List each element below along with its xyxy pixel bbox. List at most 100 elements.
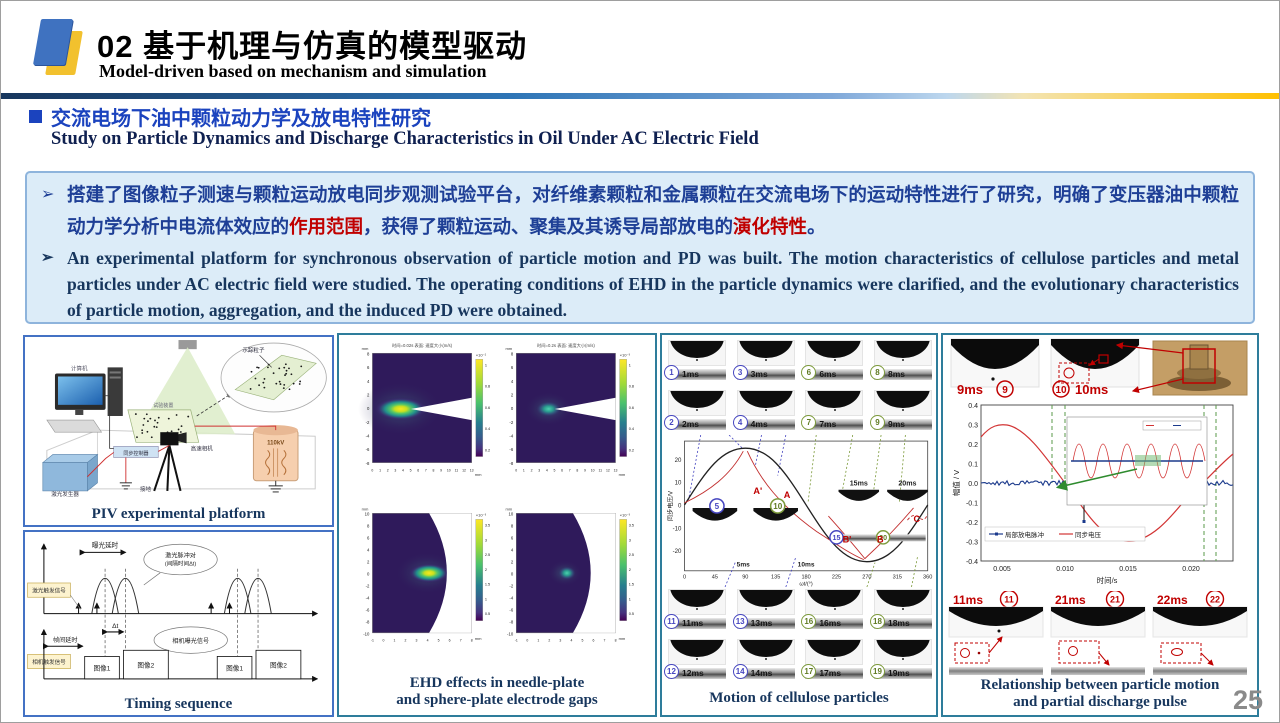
svg-text:局部放电脉冲: 局部放电脉冲 <box>1005 530 1045 539</box>
sphere-electrode-image <box>668 390 726 416</box>
axis-tick-label: 45 <box>712 574 718 580</box>
frame-number-badge: 16 <box>801 614 816 629</box>
axis-tick-label: -2 <box>509 583 513 588</box>
label-ground: 接地 <box>140 485 152 493</box>
axis-tick-label: 6 <box>417 468 419 472</box>
axis-tick-label: 1 <box>485 363 487 367</box>
svg-text:10: 10 <box>1055 385 1067 396</box>
frame-time-label: 13ms <box>751 618 773 629</box>
axis-tick-label: -10 <box>507 631 514 636</box>
page-subtitle: Model-driven based on mechanism and simu… <box>99 61 487 82</box>
caption-timing: Timing sequence <box>25 696 332 713</box>
transformer-icon <box>253 425 298 492</box>
particle-dot <box>834 658 836 660</box>
axis-tick-label: 0 <box>678 502 682 509</box>
axis-tick-label: 1 <box>523 468 525 472</box>
summary-bullet-zh: ➢ 搭建了图像粒子测速与颗粒运动放电同步观测试验平台，对纤维素颗粒和金属颗粒在交… <box>41 179 1239 243</box>
sphere-electrode-image <box>874 639 932 665</box>
label-B-prime: B' <box>843 534 852 544</box>
axis-tick-label: -6 <box>366 447 370 452</box>
frame-22ms: 22ms 22 <box>1153 591 1247 675</box>
axis-tick-label: 10 <box>675 480 682 487</box>
sphere-electrode-image <box>737 340 795 366</box>
frame-time-label: 12ms <box>682 668 704 679</box>
sphere-electrode-image <box>805 589 863 615</box>
axis-tick-label: 5 <box>553 468 555 472</box>
axis-tick-label: 1 <box>485 597 487 601</box>
panel-cellulose: 1 1ms 3 3ms 6 6ms 8 8ms 2 2ms 4 4ms 7 7ms 9 9ms <box>660 333 938 717</box>
label-camera: 高速相机 <box>191 444 214 452</box>
timing-diagram: 曝光延时 激光脉冲对 (间隔时间Δt) 激光触发信号 Δt <box>25 532 332 687</box>
sphere-electrode-image <box>805 639 863 665</box>
axis-tick-label: 0.6 <box>629 406 634 410</box>
svg-text:mm: mm <box>505 346 512 351</box>
svg-text:10: 10 <box>773 502 783 511</box>
frame-time-label: 8ms <box>888 369 905 380</box>
axis-tick-label: -2 <box>366 420 370 425</box>
particle-frame: 4 4ms <box>737 390 795 430</box>
particle-frame: 7 7ms <box>805 390 863 430</box>
label-110kv: 110kV <box>267 440 284 446</box>
summary-bullet-en: ➢ An experimental platform for synchrono… <box>41 245 1239 323</box>
axis-tick-label: 2 <box>548 638 550 642</box>
plate-electrode-image: 13 13ms <box>737 618 795 629</box>
plate-electrode-image: 16 16ms <box>805 618 863 629</box>
camera-trigger-label: 相机触发信号 <box>28 654 71 668</box>
axis-tick-label: 8 <box>511 524 514 529</box>
axis-tick-label: -6 <box>509 607 513 612</box>
axis-tick-label: -6 <box>509 447 513 452</box>
axis-tick-label: 12 <box>462 468 466 472</box>
label-controller: 同步控制器 <box>123 450 148 457</box>
frame-number-badge: 17 <box>801 664 816 679</box>
plate-electrode-image: 14 14ms <box>737 668 795 679</box>
sphere-electrode <box>670 390 724 408</box>
svg-text:激光触发信号: 激光触发信号 <box>32 587 66 595</box>
panel-piv: 计算机 同步控制器 高速相机 激光发生器 试验装置 示踪粒子 110kV 接地 … <box>23 333 334 717</box>
axis-tick-label: 0.0 <box>968 481 978 488</box>
sphere-electrode-image <box>737 589 795 615</box>
particle-dot <box>834 409 836 411</box>
axis-tick-label: -8 <box>366 461 370 466</box>
header-divider <box>1 93 1279 99</box>
label-exposure-delay: 曝光延时 <box>92 540 119 549</box>
axis-tick-label: 2 <box>387 468 389 472</box>
frame-10ms: 10 10ms <box>1051 339 1139 397</box>
svg-text:5: 5 <box>715 502 720 511</box>
label-computer: 计算机 <box>71 364 88 372</box>
particle-frame: 11 11ms <box>668 589 726 629</box>
svg-text:同步电压: 同步电压 <box>1075 530 1102 539</box>
axis-tick-label: 0 <box>367 572 370 577</box>
frame-number-badge: 18 <box>870 614 885 629</box>
particle-frame: 8 8ms <box>874 340 932 380</box>
axis-tick-label: 7 <box>460 638 462 642</box>
axis-tick-label: 3 <box>538 468 540 472</box>
axis-tick-label: 0.1 <box>968 462 978 469</box>
axis-tick-label: -1 <box>371 638 374 642</box>
caption-pd: Relationship between particle motion and… <box>943 677 1257 711</box>
particle-dot <box>696 409 698 411</box>
arrow-bullet-icon: ➢ <box>41 245 59 323</box>
axis-tick-label: 4 <box>511 548 514 553</box>
axis-tick-label: 13 <box>614 468 618 472</box>
svg-text:×10⁻²: ×10⁻² <box>476 352 487 357</box>
axis-tick-label: 3 <box>394 468 396 472</box>
timing-figure: 曝光延时 激光脉冲对 (间隔时间Δt) 激光触发信号 Δt <box>23 530 334 717</box>
section-title-zh: 交流电场下油中颗粒动力学及放电特性研究 <box>51 102 431 131</box>
inset-waveform <box>1067 417 1207 505</box>
highlight-zh-2: 演化特性 <box>733 216 807 237</box>
axis-tick-label: 2.5 <box>485 553 490 557</box>
axis-tick-label: 90 <box>742 574 748 580</box>
axis-tick-label: 7 <box>425 468 427 472</box>
axis-tick-label: 2 <box>531 468 533 472</box>
axis-tick-label: 0 <box>511 572 514 577</box>
plate-electrode-image: 1 1ms <box>668 369 726 380</box>
sphere-electrode <box>739 589 793 607</box>
axis-tick-label: -10 <box>673 525 682 532</box>
axis-tick-label: 4 <box>511 379 514 384</box>
label-dt: Δt <box>112 623 118 630</box>
plate-electrode-image: 3 3ms <box>737 369 795 380</box>
frame-row-4: 12 12ms 14 14ms 17 17ms 19 19ms <box>668 639 932 679</box>
axis-tick-label: 0 <box>371 468 373 472</box>
svg-text:22: 22 <box>1210 595 1220 605</box>
svg-text:10ms: 10ms <box>1075 382 1108 397</box>
